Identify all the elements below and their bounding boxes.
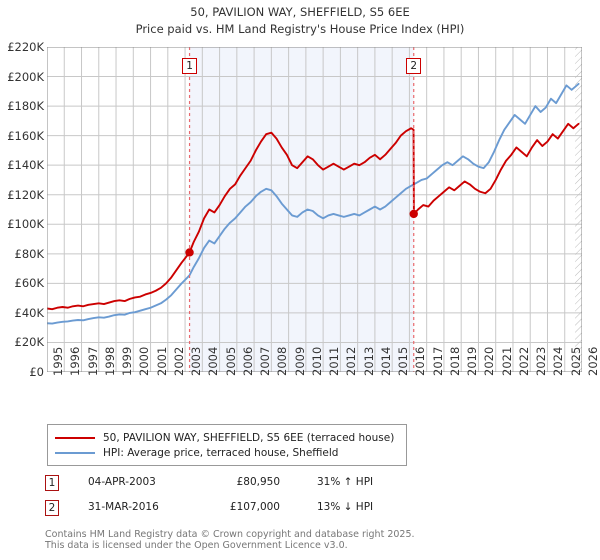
- transaction-hpi-delta: 31% ↑ HPI: [317, 476, 374, 488]
- x-axis-tick-label: 2016: [413, 346, 428, 376]
- x-axis-tick-label: 2023: [534, 346, 549, 376]
- x-axis-tick-label: 2004: [206, 346, 221, 376]
- x-axis-tick-label: 2025: [568, 346, 583, 376]
- x-axis-tick-label: 2006: [240, 346, 255, 376]
- legend-item-hpi: HPI: Average price, terraced house, Shef…: [55, 445, 399, 460]
- x-axis-tick-label: 2017: [430, 346, 445, 376]
- x-axis-tick-label: 2019: [465, 346, 480, 376]
- transaction-marker-1: 1: [45, 475, 59, 491]
- y-axis-tick-label: £80K: [14, 246, 45, 261]
- page-subtitle: Price paid vs. HM Land Registry's House …: [135, 22, 465, 36]
- transactions-table: 1 04-APR-2003 £80,950 31% ↑ HPI 2 31-MAR…: [45, 474, 485, 524]
- x-axis-tick-label: 2021: [499, 346, 514, 376]
- chart-legend: 50, PAVILION WAY, SHEFFIELD, S5 6EE (ter…: [47, 424, 407, 466]
- y-axis-tick-label: £60K: [14, 276, 45, 291]
- legend-label-hpi: HPI: Average price, terraced house, Shef…: [103, 446, 339, 459]
- x-axis: 1995 1996 1997 1998 1999 2000 2001 2002 2003 2004…: [47, 347, 600, 414]
- x-axis-tick-label: 2010: [309, 346, 324, 376]
- footer-line-1: Contains HM Land Registry data © Crown c…: [45, 529, 415, 540]
- transaction-price: £107,000: [229, 501, 280, 513]
- x-axis-tick-label: 2009: [292, 346, 307, 376]
- x-axis-tick-label: 2018: [447, 346, 462, 376]
- y-axis-tick-label: £140K: [7, 158, 44, 173]
- chart-marker-2: 2: [406, 58, 422, 74]
- x-axis-tick-label: 2014: [378, 346, 393, 376]
- y-axis-tick-label: £220K: [7, 40, 44, 54]
- x-axis-tick-label: 2008: [275, 346, 290, 376]
- y-axis-tick-label: £200K: [7, 69, 44, 84]
- y-axis-tick-label: £0: [29, 365, 44, 379]
- chart-marker-1: 1: [182, 58, 198, 74]
- transaction-price: £80,950: [236, 476, 280, 488]
- table-row: 2 31-MAR-2016 £107,000 13% ↓ HPI: [45, 499, 485, 524]
- legend-label-price-paid: 50, PAVILION WAY, SHEFFIELD, S5 6EE (ter…: [103, 431, 395, 444]
- x-axis-tick-label: 2024: [551, 346, 566, 376]
- y-axis: £0 £20K £40K £60K £80K £100K £120K £140K £160K £1…: [0, 40, 45, 379]
- x-axis-tick-label: 2015: [396, 346, 411, 376]
- chart-title-block: 50, PAVILION WAY, SHEFFIELD, S5 6EE Pric…: [0, 4, 600, 38]
- page-title: 50, PAVILION WAY, SHEFFIELD, S5 6EE: [190, 5, 410, 19]
- footer-line-2: This data is licensed under the Open Gov…: [45, 540, 348, 551]
- y-axis-tick-label: £40K: [14, 305, 45, 320]
- x-axis-tick-label: 1995: [51, 346, 65, 376]
- y-axis-tick-label: £100K: [7, 217, 44, 232]
- x-axis-tick-label: 2000: [137, 346, 152, 376]
- y-axis-tick-label: £180K: [7, 99, 44, 114]
- x-axis-tick-label: 2001: [154, 346, 169, 376]
- x-axis-tick-label: 2011: [327, 346, 342, 376]
- table-row: 1 04-APR-2003 £80,950 31% ↑ HPI: [45, 474, 485, 499]
- x-axis-tick-label: 1999: [120, 346, 135, 376]
- x-axis-tick-label: 2013: [361, 346, 376, 376]
- transaction-date: 04-APR-2003: [88, 476, 156, 488]
- y-axis-tick-label: £160K: [7, 128, 44, 143]
- x-axis-tick-label: 2026: [586, 346, 600, 376]
- transaction-hpi-delta: 13% ↓ HPI: [317, 501, 374, 513]
- legend-swatch-price-paid: [55, 436, 95, 439]
- footer-attribution: Contains HM Land Registry data © Crown c…: [45, 529, 565, 551]
- legend-swatch-hpi: [55, 451, 95, 454]
- legend-item-price-paid: 50, PAVILION WAY, SHEFFIELD, S5 6EE (ter…: [55, 430, 399, 445]
- x-axis-tick-label: 1997: [85, 346, 100, 376]
- transaction-marker-2: 2: [45, 500, 59, 516]
- x-axis-tick-label: 2005: [223, 346, 238, 376]
- x-axis-tick-label: 2022: [516, 346, 531, 376]
- x-axis-tick-label: 1998: [102, 346, 117, 376]
- price-history-chart: [47, 47, 582, 372]
- y-axis-tick-label: £20K: [14, 335, 45, 350]
- x-axis-tick-label: 2020: [482, 346, 497, 376]
- x-axis-tick-label: 2003: [189, 346, 204, 376]
- y-axis-tick-label: £120K: [7, 187, 44, 202]
- x-axis-tick-label: 1996: [68, 346, 83, 376]
- x-axis-tick-label: 2012: [344, 346, 359, 376]
- x-axis-tick-label: 2002: [171, 346, 186, 376]
- x-axis-tick-label: 2007: [258, 346, 273, 376]
- transaction-date: 31-MAR-2016: [88, 501, 159, 513]
